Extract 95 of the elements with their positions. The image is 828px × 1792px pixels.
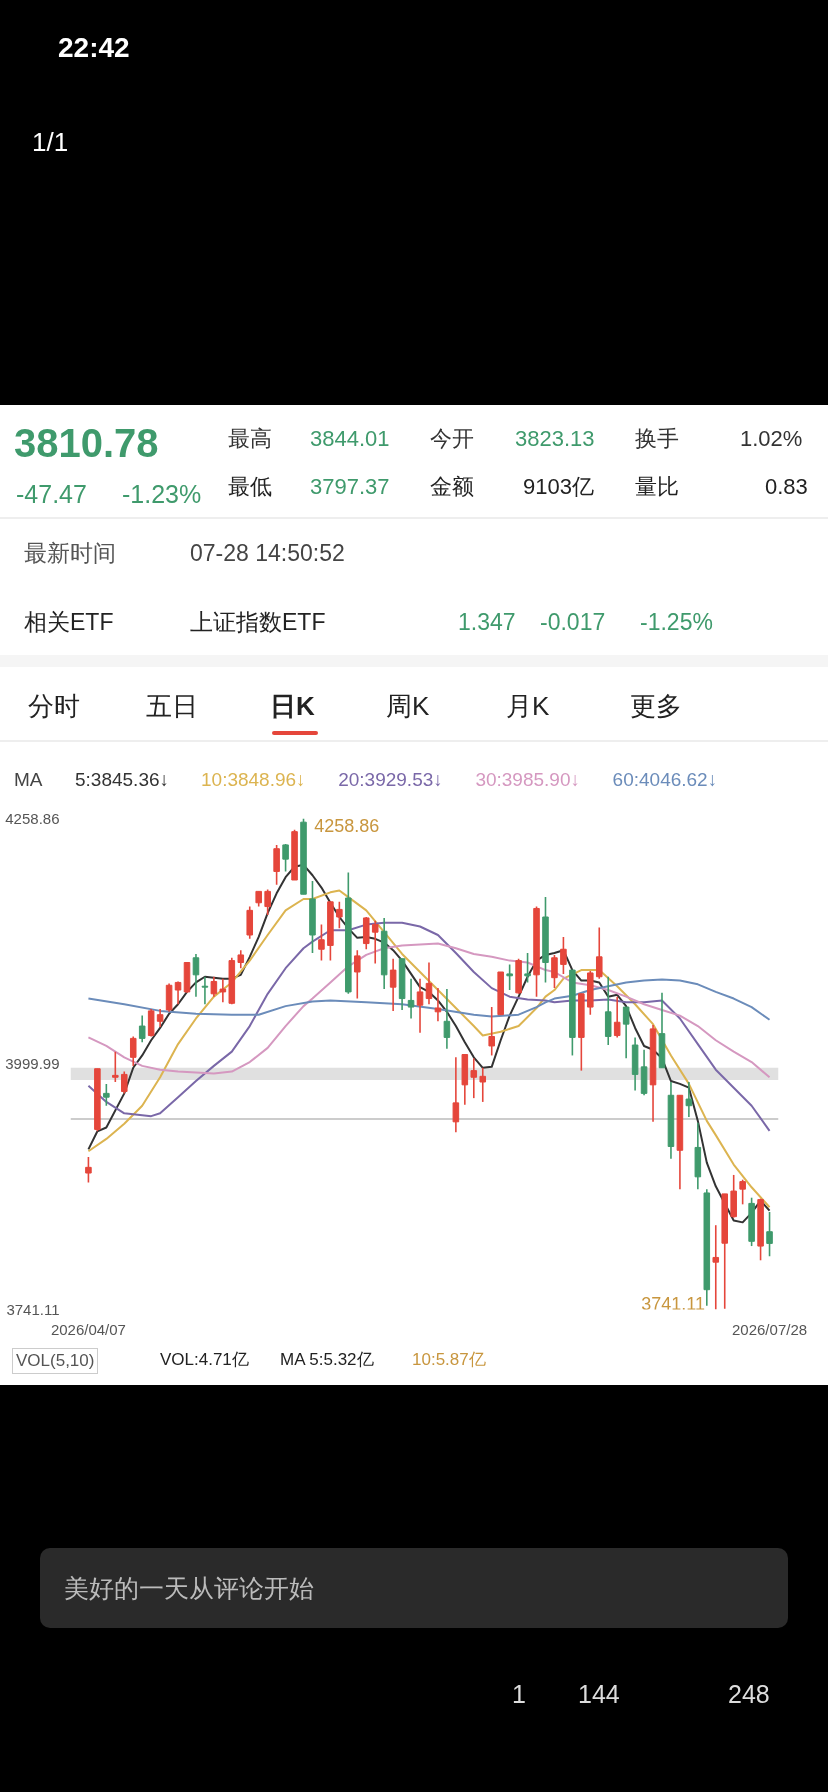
text: 3823.13 — [515, 425, 595, 453]
line-series — [87, 921, 771, 1132]
text: 10:3848.96↓ — [201, 768, 306, 792]
text: 分时 — [28, 690, 80, 723]
text: -47.47 — [16, 479, 87, 510]
text: 月K — [506, 690, 550, 723]
text: 金额 — [430, 473, 474, 501]
text: 五日 — [146, 690, 198, 723]
candlestick — [452, 1056, 460, 1134]
text: 248 — [728, 1679, 770, 1710]
candlestick — [210, 975, 218, 998]
candlestick — [506, 963, 513, 991]
text: 量比 — [635, 473, 679, 501]
candlestick — [488, 1006, 495, 1057]
candlestick — [156, 1008, 164, 1028]
candlestick — [273, 844, 280, 886]
text: 20:3929.53↓ — [338, 768, 443, 792]
candlestick — [237, 949, 245, 969]
candlestick — [103, 1083, 110, 1107]
candlestick — [416, 977, 424, 1034]
y-tick-label: 3999.99 — [5, 1055, 60, 1072]
y-tick-label: 3741.11 — [6, 1300, 60, 1318]
candlestick — [407, 977, 415, 1020]
candlestick — [434, 987, 442, 1023]
text: 30:3985.90↓ — [475, 768, 580, 792]
text: VOL(5,10) — [12, 1348, 99, 1375]
text: 更多 — [630, 690, 682, 723]
candlestick — [174, 980, 182, 1006]
text: 最低 — [228, 473, 272, 501]
text: VOL:4.71亿 — [160, 1349, 249, 1371]
text: 3810.78 — [14, 420, 159, 467]
x-tick-label: 2026/04/07 — [50, 1320, 126, 1338]
candlestick — [138, 1014, 146, 1043]
candlestick — [685, 1081, 693, 1118]
candlestick — [524, 952, 531, 984]
candlestick — [425, 961, 433, 1006]
candlestick — [219, 977, 227, 1004]
candlestick — [551, 954, 558, 989]
annotation: 3741.11 — [641, 1293, 706, 1314]
candlestick — [766, 1211, 773, 1257]
candlestick — [622, 1006, 630, 1060]
y-tick-label: 4258.86 — [5, 809, 60, 827]
candlestick — [129, 1035, 137, 1067]
text: 日K — [270, 690, 315, 723]
x-tick-label: 2026/07/28 — [732, 1320, 808, 1338]
text: 1.347 — [458, 608, 516, 637]
text: -1.23% — [122, 479, 202, 510]
text: MA — [14, 768, 43, 792]
text: 07-28 14:50:52 — [190, 539, 345, 568]
text: 美好的一天从评论开始 — [64, 1573, 314, 1604]
text: 5:3845.36↓ — [75, 768, 170, 792]
candlestick — [201, 975, 209, 1006]
candlestick — [318, 923, 325, 962]
candlestick — [712, 1224, 720, 1310]
candlestick — [560, 936, 567, 975]
candlestick — [192, 953, 200, 998]
text: 最高 — [228, 425, 272, 453]
text: 最新时间 — [24, 539, 116, 568]
candlestick — [112, 1050, 119, 1083]
candlestick — [470, 1057, 478, 1099]
text: MA 5:5.32亿 — [280, 1349, 374, 1371]
text: 1/1 — [32, 126, 69, 159]
candlestick — [282, 843, 289, 873]
text: 上证指数ETF — [190, 608, 326, 637]
candlestick — [354, 949, 361, 1000]
candlestick — [120, 1070, 128, 1095]
text: 周K — [386, 690, 430, 723]
text: 60:4046.62↓ — [612, 768, 718, 792]
candlestick — [443, 988, 451, 1050]
candlestick — [85, 1156, 92, 1184]
annotation: 4258.86 — [314, 815, 380, 836]
text: 1 — [512, 1679, 526, 1710]
line-series — [87, 978, 771, 1021]
text: 22:42 — [58, 31, 130, 65]
candlestick — [371, 919, 379, 965]
text: -0.017 — [540, 608, 606, 637]
candlestick — [739, 1178, 746, 1206]
candlestick — [389, 957, 397, 1012]
text: 0.83 — [765, 473, 808, 501]
text: 今开 — [430, 425, 474, 453]
text: 10:5.87亿 — [412, 1349, 486, 1371]
candlestick — [479, 1066, 487, 1103]
text: 1.02% — [740, 425, 803, 453]
candlestick — [595, 926, 603, 980]
line-series — [87, 942, 771, 1079]
text: 相关ETF — [24, 608, 114, 637]
text: 换手 — [635, 425, 679, 453]
text: 3797.37 — [310, 473, 390, 501]
text: 9103亿 — [523, 473, 594, 501]
candlestick — [336, 901, 343, 930]
candlestick — [613, 995, 621, 1039]
candlestick — [264, 888, 271, 916]
text: -1.25% — [640, 608, 713, 637]
text: 3844.01 — [310, 425, 390, 453]
text: 144 — [578, 1679, 620, 1710]
